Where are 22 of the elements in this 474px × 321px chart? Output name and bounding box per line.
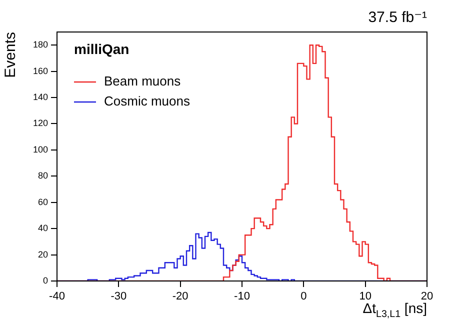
y-tick-label: 160 — [32, 66, 48, 76]
y-tick-label: 60 — [38, 196, 48, 207]
chart-title: 37.5 fb⁻¹ — [368, 9, 428, 26]
y-tick-label: 120 — [32, 118, 48, 128]
x-tick-label: 10 — [359, 290, 372, 303]
x-tick-label: 20 — [420, 290, 434, 303]
y-axis-title: Events — [2, 32, 20, 78]
y-tick-label: 40 — [38, 223, 48, 234]
x-tick-label: -10 — [234, 290, 250, 303]
x-tick-label: 0 — [300, 290, 307, 303]
annotation: milliQan — [74, 41, 130, 57]
y-tick-label: 140 — [32, 92, 48, 102]
x-tick-label: -30 — [110, 290, 127, 303]
y-tick-label: 180 — [32, 40, 48, 50]
x-tick-label: -20 — [172, 290, 188, 303]
legend-label: Beam muons — [104, 74, 182, 89]
legend-label: Cosmic muons — [104, 94, 190, 109]
x-tick-label: -40 — [49, 290, 65, 303]
y-tick-label: 20 — [38, 249, 48, 260]
y-tick-label: 100 — [32, 144, 48, 154]
y-tick-label: 0 — [42, 275, 48, 286]
y-tick-label: 80 — [38, 170, 48, 181]
